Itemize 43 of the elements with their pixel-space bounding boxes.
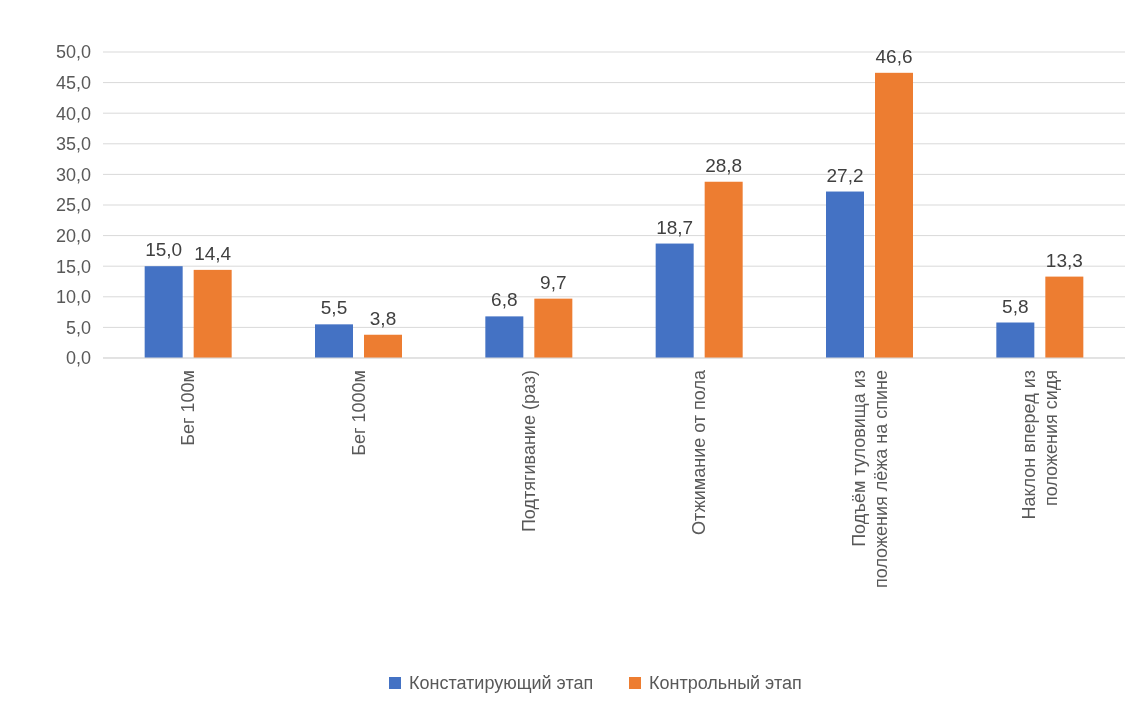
y-tick-label: 40,0 [55, 103, 91, 124]
x-tick-label: Подъём туловища из положения лёжа на спине [848, 370, 891, 588]
data-label: 14,4 [194, 242, 232, 264]
data-label: 28,8 [705, 154, 743, 176]
y-tick-label: 5,0 [65, 317, 91, 338]
bar [704, 181, 743, 358]
x-tick-label: Наклон вперед из положения сидя [1019, 370, 1062, 520]
y-tick-label: 45,0 [55, 72, 91, 93]
data-label: 3,8 [369, 307, 397, 329]
y-tick-label: 15,0 [55, 256, 91, 277]
bar [144, 266, 183, 358]
legend-label: Констатирующий этап [409, 673, 594, 694]
bar [996, 322, 1035, 358]
x-tick-label: Отжимание от пола [689, 369, 710, 536]
data-label: 18,7 [656, 216, 694, 238]
y-tick-label: 20,0 [55, 225, 91, 246]
bar [193, 269, 232, 358]
bar [875, 72, 913, 358]
data-label: 15,0 [145, 239, 183, 261]
data-label: 46,6 [875, 45, 913, 67]
bar [315, 324, 353, 358]
bar [826, 191, 864, 358]
legend-label: Контрольный этап [649, 673, 802, 694]
bar [655, 243, 694, 358]
data-label: 13,3 [1045, 249, 1083, 271]
bar [364, 334, 402, 358]
data-label: 5,5 [320, 297, 348, 319]
x-tick-label: Бег 1000м [348, 370, 369, 456]
bar [1045, 276, 1084, 358]
x-tick-label: Бег 100м [178, 370, 199, 446]
data-label: 6,8 [491, 289, 518, 311]
bar [534, 298, 573, 358]
bar [485, 316, 524, 358]
x-tick-label: Подтягивание (раз) [519, 370, 540, 533]
y-tick-label: 30,0 [55, 164, 91, 185]
data-label: 9,7 [540, 271, 567, 293]
y-tick-label: 0,0 [65, 348, 91, 369]
data-label: 27,2 [826, 164, 864, 186]
y-tick-label: 10,0 [55, 287, 91, 308]
data-label: 5,8 [1002, 295, 1029, 317]
y-tick-label: 35,0 [55, 134, 91, 155]
y-tick-label: 25,0 [55, 195, 91, 216]
y-tick-label: 50,0 [55, 42, 91, 63]
